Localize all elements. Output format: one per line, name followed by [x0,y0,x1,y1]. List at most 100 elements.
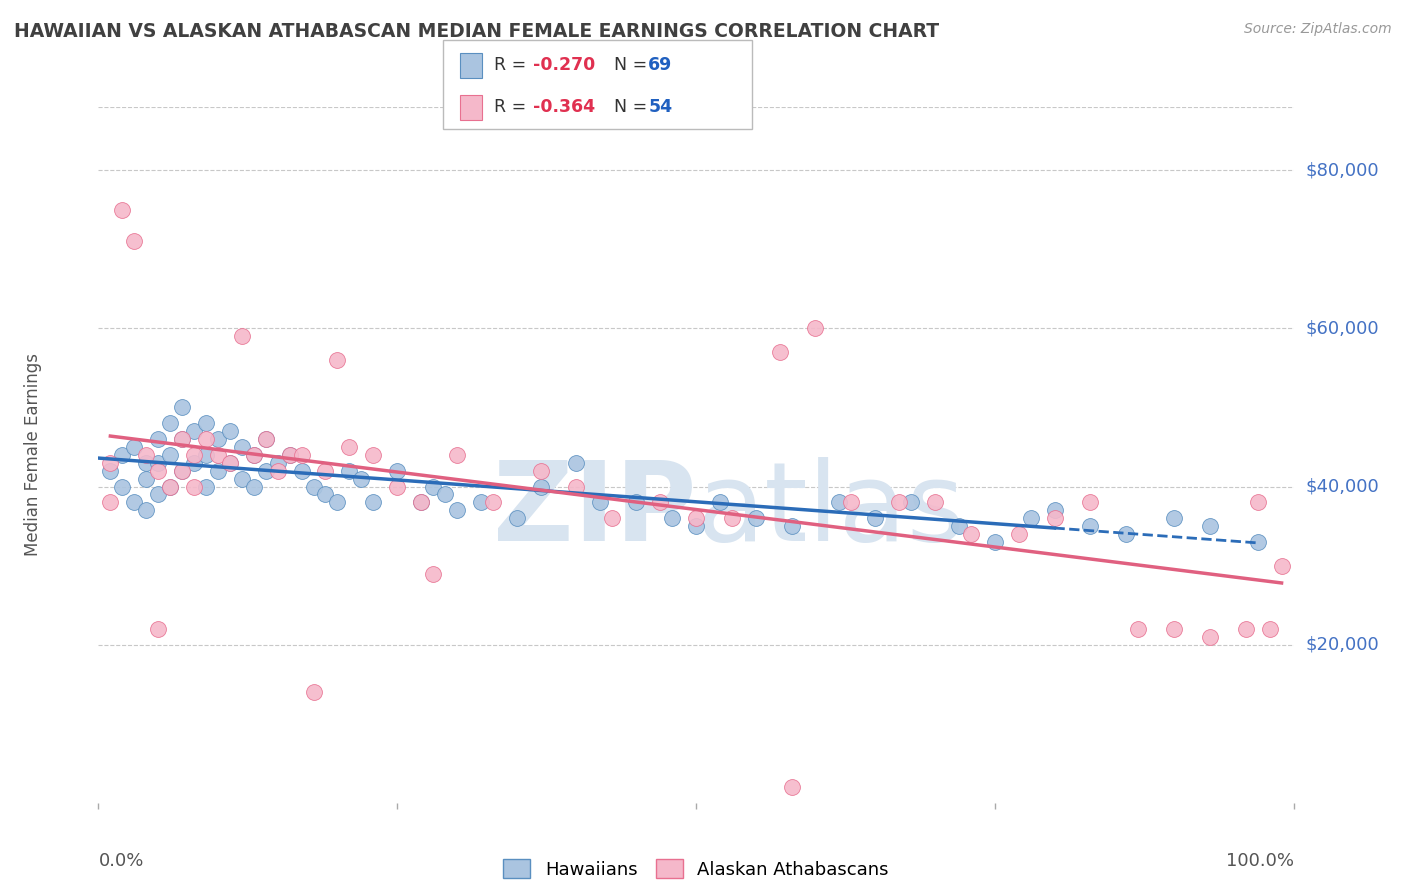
Point [446,503,468,517]
Point [565,456,588,470]
Point [481,495,505,509]
Point [159,479,181,493]
Point [1128,622,1150,636]
Point [135,472,157,486]
Point [1163,511,1185,525]
Point [1115,527,1137,541]
Point [326,495,349,509]
Point [924,495,946,509]
Point [231,329,253,343]
Point [243,448,266,462]
Point [183,456,205,470]
Point [231,472,253,486]
Point [111,202,134,217]
Point [98,495,122,509]
Text: atlas: atlas [696,457,965,564]
Point [1234,622,1257,636]
Point [290,448,312,462]
Point [207,448,229,462]
Point [1080,519,1102,533]
Point [363,448,385,462]
Point [183,448,205,462]
Point [278,448,301,462]
Text: R =: R = [494,56,531,74]
Point [350,472,373,486]
Point [433,487,456,501]
Text: $80,000: $80,000 [1305,161,1379,179]
Point [172,432,194,446]
Point [900,495,922,509]
Point [172,464,194,478]
Point [243,479,266,493]
Point [124,440,146,454]
Point [135,503,157,517]
Point [1246,495,1268,509]
Point [254,432,277,446]
Text: 69: 69 [648,56,672,74]
Point [111,448,134,462]
Point [1043,503,1066,517]
Point [159,448,181,462]
Point [148,622,170,636]
Point [254,432,277,446]
Text: Source: ZipAtlas.com: Source: ZipAtlas.com [1244,22,1392,37]
Point [124,235,146,249]
Point [159,479,181,493]
Point [1198,519,1220,533]
Point [194,479,217,493]
Point [709,495,731,509]
Point [243,448,266,462]
Point [745,511,768,525]
Point [124,495,146,509]
Point [828,495,851,509]
Point [219,456,242,470]
Point [1198,630,1220,644]
Point [780,519,803,533]
Point [148,432,170,446]
Point [948,519,970,533]
Point [600,511,623,525]
Text: ZIP: ZIP [492,457,696,564]
Point [148,487,170,501]
Point [506,511,529,525]
Text: R =: R = [494,98,531,116]
Point [172,401,194,415]
Point [1007,527,1029,541]
Point [589,495,612,509]
Point [183,424,205,438]
Point [207,464,229,478]
Point [98,456,122,470]
Point [172,432,194,446]
Point [219,424,242,438]
Text: $60,000: $60,000 [1305,319,1379,337]
Point [207,432,229,446]
Text: N =: N = [603,56,652,74]
Point [889,495,911,509]
Point [983,535,1005,549]
Point [685,511,707,525]
Point [302,479,325,493]
Point [661,511,683,525]
Point [529,464,551,478]
Text: N =: N = [603,98,652,116]
Point [1019,511,1042,525]
Point [411,495,433,509]
Point [98,464,122,478]
Point [148,464,170,478]
Point [422,566,444,581]
Text: HAWAIIAN VS ALASKAN ATHABASCAN MEDIAN FEMALE EARNINGS CORRELATION CHART: HAWAIIAN VS ALASKAN ATHABASCAN MEDIAN FE… [14,22,939,41]
Text: -0.364: -0.364 [533,98,595,116]
Point [159,417,181,431]
Point [337,464,360,478]
Point [624,495,647,509]
Point [172,464,194,478]
Point [1043,511,1066,525]
Point [529,479,551,493]
Point [278,448,301,462]
Point [302,685,325,699]
Text: 54: 54 [648,98,672,116]
Point [685,519,707,533]
Legend: Hawaiians, Alaskan Athabascans: Hawaiians, Alaskan Athabascans [498,854,894,884]
Point [1271,558,1294,573]
Text: 100.0%: 100.0% [1226,852,1294,870]
